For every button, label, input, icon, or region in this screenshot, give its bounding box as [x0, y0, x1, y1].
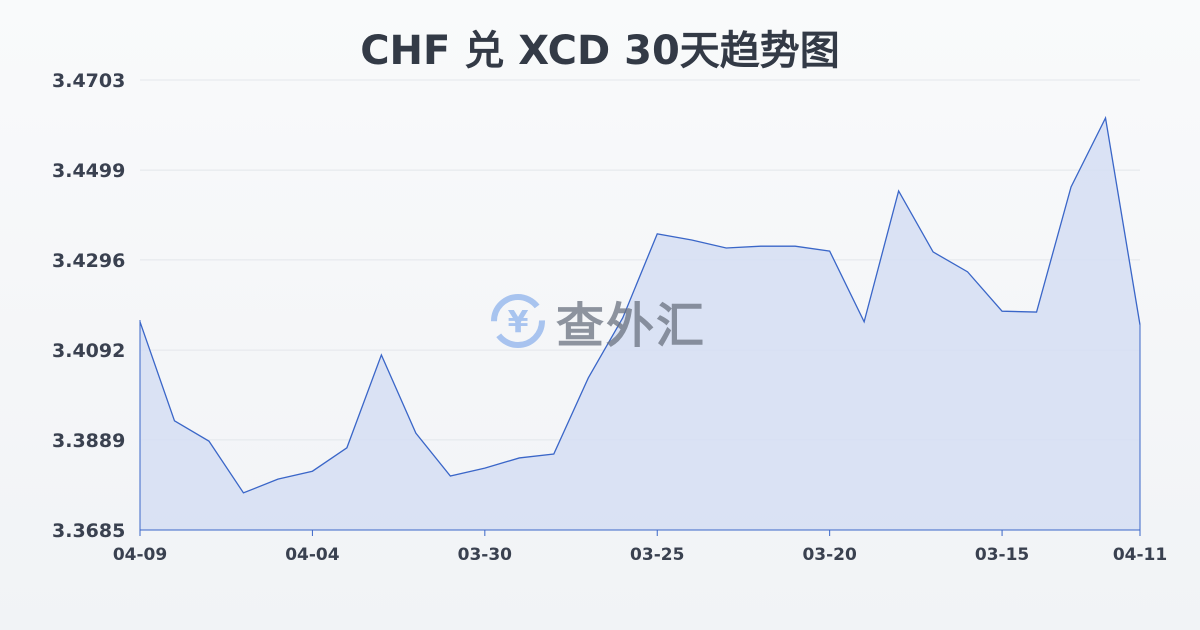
svg-text:¥: ¥	[508, 305, 529, 340]
x-tick-label: 04-11	[1113, 545, 1167, 565]
x-tick-label: 04-09	[113, 545, 167, 565]
area-fill	[140, 118, 1140, 530]
y-tick-label: 3.4499	[52, 160, 125, 182]
watermark: ¥ 查外汇	[488, 286, 706, 356]
watermark-text: 查外汇	[556, 298, 707, 354]
x-tick-label: 03-30	[458, 545, 513, 565]
x-tick-label: 03-25	[630, 545, 684, 565]
y-tick-label: 3.4703	[52, 70, 125, 92]
y-tick-label: 3.3889	[52, 430, 125, 452]
x-tick-label: 03-15	[975, 545, 1029, 565]
y-tick-label: 3.4296	[52, 250, 125, 272]
chart-title: CHF 兑 XCD 30天趋势图	[360, 28, 840, 74]
y-tick-label: 3.4092	[52, 340, 125, 362]
y-tick-label: 3.3685	[52, 520, 125, 542]
yen-exchange-icon: ¥	[491, 294, 545, 348]
x-tick-label: 04-04	[285, 545, 340, 565]
series-line	[139, 115, 1141, 494]
x-tick-label: 03-20	[802, 545, 857, 565]
